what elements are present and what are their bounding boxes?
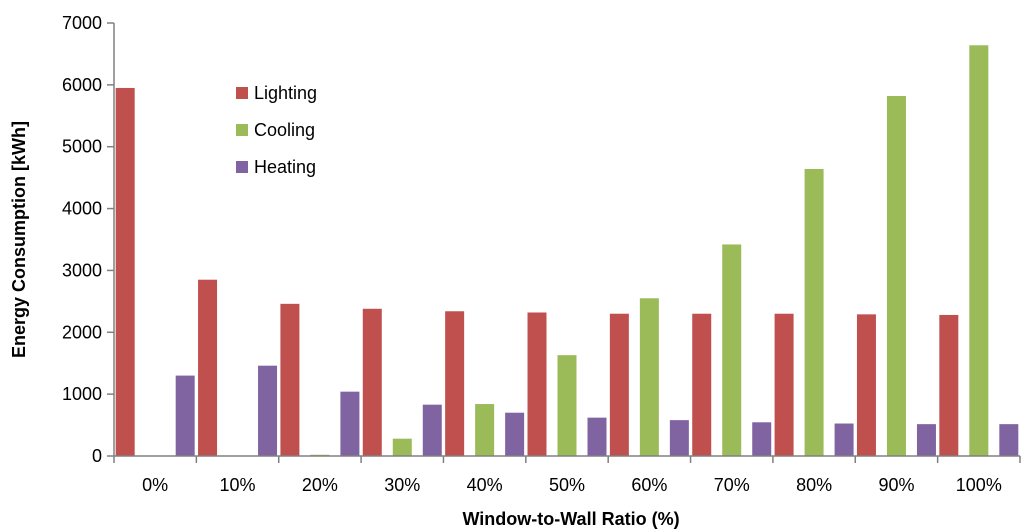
x-tick-label: 100% — [956, 475, 1002, 495]
y-axis-title: Energy Consumption [kWh] — [9, 121, 29, 358]
bar-heating-60pct — [669, 420, 689, 456]
legend-label-heating: Heating — [254, 157, 316, 177]
bar-lighting-100pct — [939, 314, 959, 456]
legend: Lighting Cooling Heating — [236, 83, 317, 177]
x-axis-title: Window-to-Wall Ratio (%) — [462, 509, 679, 529]
y-tick-label: 4000 — [62, 199, 102, 219]
bar-lighting-20pct — [280, 303, 300, 456]
bar-heating-50pct — [587, 417, 607, 456]
bar-heating-0pct — [175, 375, 195, 456]
bar-cooling-50pct — [557, 355, 577, 456]
bar-cooling-100pct — [969, 45, 989, 457]
legend-swatch-lighting — [236, 87, 248, 99]
bar-lighting-40pct — [445, 311, 465, 456]
bar-lighting-0pct — [115, 87, 135, 456]
bar-heating-40pct — [505, 412, 525, 456]
bar-cooling-80pct — [804, 168, 824, 457]
bar-lighting-60pct — [609, 313, 629, 456]
y-tick-label: 1000 — [62, 384, 102, 404]
x-tick-label: 0% — [142, 475, 168, 495]
bar-lighting-80pct — [774, 313, 794, 456]
legend-swatch-heating — [236, 161, 248, 173]
y-tick-label: 5000 — [62, 137, 102, 157]
y-tick-label: 0 — [92, 446, 102, 466]
x-tick-label: 80% — [796, 475, 832, 495]
x-tick-label: 40% — [467, 475, 503, 495]
bar-heating-70pct — [752, 422, 772, 456]
x-tick-label: 10% — [220, 475, 256, 495]
x-tick-label: 60% — [631, 475, 667, 495]
bar-lighting-90pct — [856, 314, 876, 456]
y-tick-label: 7000 — [62, 13, 102, 33]
x-tick-label: 90% — [878, 475, 914, 495]
bar-heating-90pct — [916, 424, 936, 456]
bar-cooling-30pct — [392, 438, 412, 456]
legend-label-cooling: Cooling — [254, 120, 315, 140]
bar-heating-30pct — [422, 404, 442, 456]
bar-lighting-30pct — [362, 308, 382, 456]
bar-heating-20pct — [340, 391, 360, 456]
bar-heating-10pct — [258, 365, 278, 456]
bar-cooling-40pct — [475, 404, 495, 456]
bar-heating-80pct — [834, 423, 854, 456]
y-tick-label: 6000 — [62, 75, 102, 95]
x-tick-label: 50% — [549, 475, 585, 495]
x-tick-label: 30% — [384, 475, 420, 495]
x-tick-label: 20% — [302, 475, 338, 495]
legend-swatch-cooling — [236, 124, 248, 136]
bar-cooling-70pct — [722, 244, 742, 456]
y-tick-label: 2000 — [62, 322, 102, 342]
bar-heating-100pct — [999, 424, 1019, 456]
legend-label-lighting: Lighting — [254, 83, 317, 103]
bar-cooling-90pct — [886, 95, 906, 457]
x-tick-label: 70% — [714, 475, 750, 495]
bar-lighting-70pct — [692, 313, 712, 456]
axes-group: 0 1000 2000 3000 4000 5000 6000 7000 0% 10% 20% 30%… — [62, 13, 1021, 495]
bar-lighting-10pct — [198, 279, 218, 456]
y-tick-label: 3000 — [62, 260, 102, 280]
bar-cooling-60pct — [639, 298, 659, 456]
bars-group — [115, 45, 1019, 457]
bar-lighting-50pct — [527, 312, 547, 456]
